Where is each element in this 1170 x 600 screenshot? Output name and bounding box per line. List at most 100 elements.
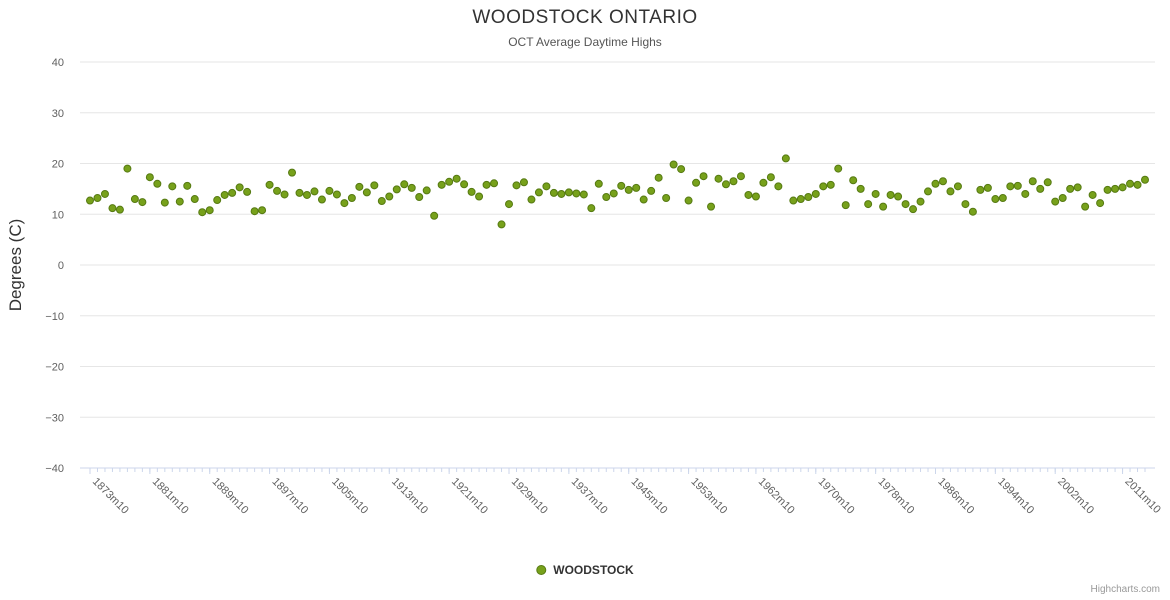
data-point[interactable] (826, 180, 835, 189)
data-point[interactable] (93, 194, 102, 203)
data-point[interactable] (1051, 197, 1060, 206)
data-point[interactable] (1118, 183, 1127, 192)
data-point[interactable] (549, 188, 558, 197)
data-point[interactable] (557, 189, 566, 198)
data-point[interactable] (437, 180, 446, 189)
data-point[interactable] (377, 197, 386, 206)
data-point[interactable] (1111, 184, 1120, 193)
data-point[interactable] (1141, 175, 1149, 184)
data-point[interactable] (587, 204, 596, 213)
data-point[interactable] (998, 194, 1007, 203)
data-point[interactable] (744, 190, 753, 199)
data-point[interactable] (707, 202, 716, 211)
data-point[interactable] (983, 183, 992, 192)
data-point[interactable] (452, 174, 461, 183)
data-point[interactable] (774, 182, 783, 191)
data-point[interactable] (654, 173, 663, 182)
data-point[interactable] (288, 168, 297, 177)
highcharts-credits-link[interactable]: Highcharts.com (1090, 584, 1160, 595)
data-point[interactable] (115, 205, 124, 214)
data-point[interactable] (175, 197, 184, 206)
data-point[interactable] (280, 190, 289, 199)
data-point[interactable] (901, 200, 910, 209)
data-point[interactable] (108, 204, 117, 213)
data-point[interactable] (505, 200, 514, 209)
data-point[interactable] (1028, 177, 1037, 186)
data-point[interactable] (811, 189, 820, 198)
data-point[interactable] (317, 195, 326, 204)
data-point[interactable] (258, 206, 267, 215)
data-point[interactable] (243, 187, 252, 196)
data-point[interactable] (355, 182, 364, 191)
data-point[interactable] (864, 200, 873, 209)
data-point[interactable] (781, 154, 790, 163)
data-point[interactable] (235, 183, 244, 192)
data-point[interactable] (736, 172, 745, 181)
data-point[interactable] (871, 189, 880, 198)
data-point[interactable] (677, 165, 686, 174)
data-point[interactable] (430, 211, 439, 220)
data-point[interactable] (475, 192, 484, 201)
data-point[interactable] (205, 206, 214, 215)
data-point[interactable] (714, 174, 723, 183)
data-point[interactable] (1081, 202, 1090, 211)
data-point[interactable] (534, 188, 543, 197)
data-point[interactable] (407, 183, 416, 192)
data-point[interactable] (849, 176, 858, 185)
data-point[interactable] (894, 192, 903, 201)
data-point[interactable] (310, 187, 319, 196)
data-point[interactable] (1133, 180, 1142, 189)
data-point[interactable] (692, 178, 701, 187)
data-point[interactable] (669, 160, 678, 169)
data-point[interactable] (953, 182, 962, 191)
data-point[interactable] (415, 192, 424, 201)
data-point[interactable] (123, 164, 132, 173)
data-point[interactable] (886, 190, 895, 199)
data-point[interactable] (519, 178, 528, 187)
data-point[interactable] (198, 208, 207, 217)
data-point[interactable] (909, 205, 918, 214)
data-point[interactable] (422, 186, 431, 195)
data-point[interactable] (751, 192, 760, 201)
data-point[interactable] (931, 179, 940, 188)
data-point[interactable] (168, 182, 177, 191)
data-point[interactable] (153, 179, 162, 188)
data-point[interactable] (130, 195, 139, 204)
data-point[interactable] (879, 202, 888, 211)
data-point[interactable] (609, 189, 618, 198)
data-point[interactable] (796, 195, 805, 204)
data-point[interactable] (856, 184, 865, 193)
data-point[interactable] (564, 188, 573, 197)
data-point[interactable] (699, 172, 708, 181)
data-point[interactable] (721, 180, 730, 189)
data-point[interactable] (647, 186, 656, 195)
data-point[interactable] (572, 189, 581, 198)
data-point[interactable] (834, 164, 843, 173)
data-point[interactable] (213, 196, 222, 205)
data-point[interactable] (183, 181, 192, 190)
data-point[interactable] (497, 220, 506, 229)
data-point[interactable] (385, 192, 394, 201)
data-point[interactable] (594, 179, 603, 188)
data-point[interactable] (1006, 182, 1015, 191)
data-point[interactable] (632, 183, 641, 192)
data-point[interactable] (841, 201, 850, 210)
data-point[interactable] (804, 192, 813, 201)
data-point[interactable] (1058, 194, 1067, 203)
legend-item-woodstock[interactable]: WOODSTOCK (536, 563, 634, 577)
data-point[interactable] (138, 198, 147, 207)
data-point[interactable] (295, 188, 304, 197)
data-point[interactable] (460, 180, 469, 189)
data-point[interactable] (968, 207, 977, 216)
data-point[interactable] (991, 195, 1000, 204)
data-point[interactable] (332, 190, 341, 199)
data-point[interactable] (265, 180, 274, 189)
data-point[interactable] (160, 198, 169, 207)
data-point[interactable] (362, 188, 371, 197)
data-point[interactable] (250, 207, 259, 216)
data-point[interactable] (445, 177, 454, 186)
data-point[interactable] (145, 173, 154, 182)
data-point[interactable] (1073, 183, 1082, 192)
data-point[interactable] (1126, 179, 1135, 188)
data-point[interactable] (347, 194, 356, 203)
